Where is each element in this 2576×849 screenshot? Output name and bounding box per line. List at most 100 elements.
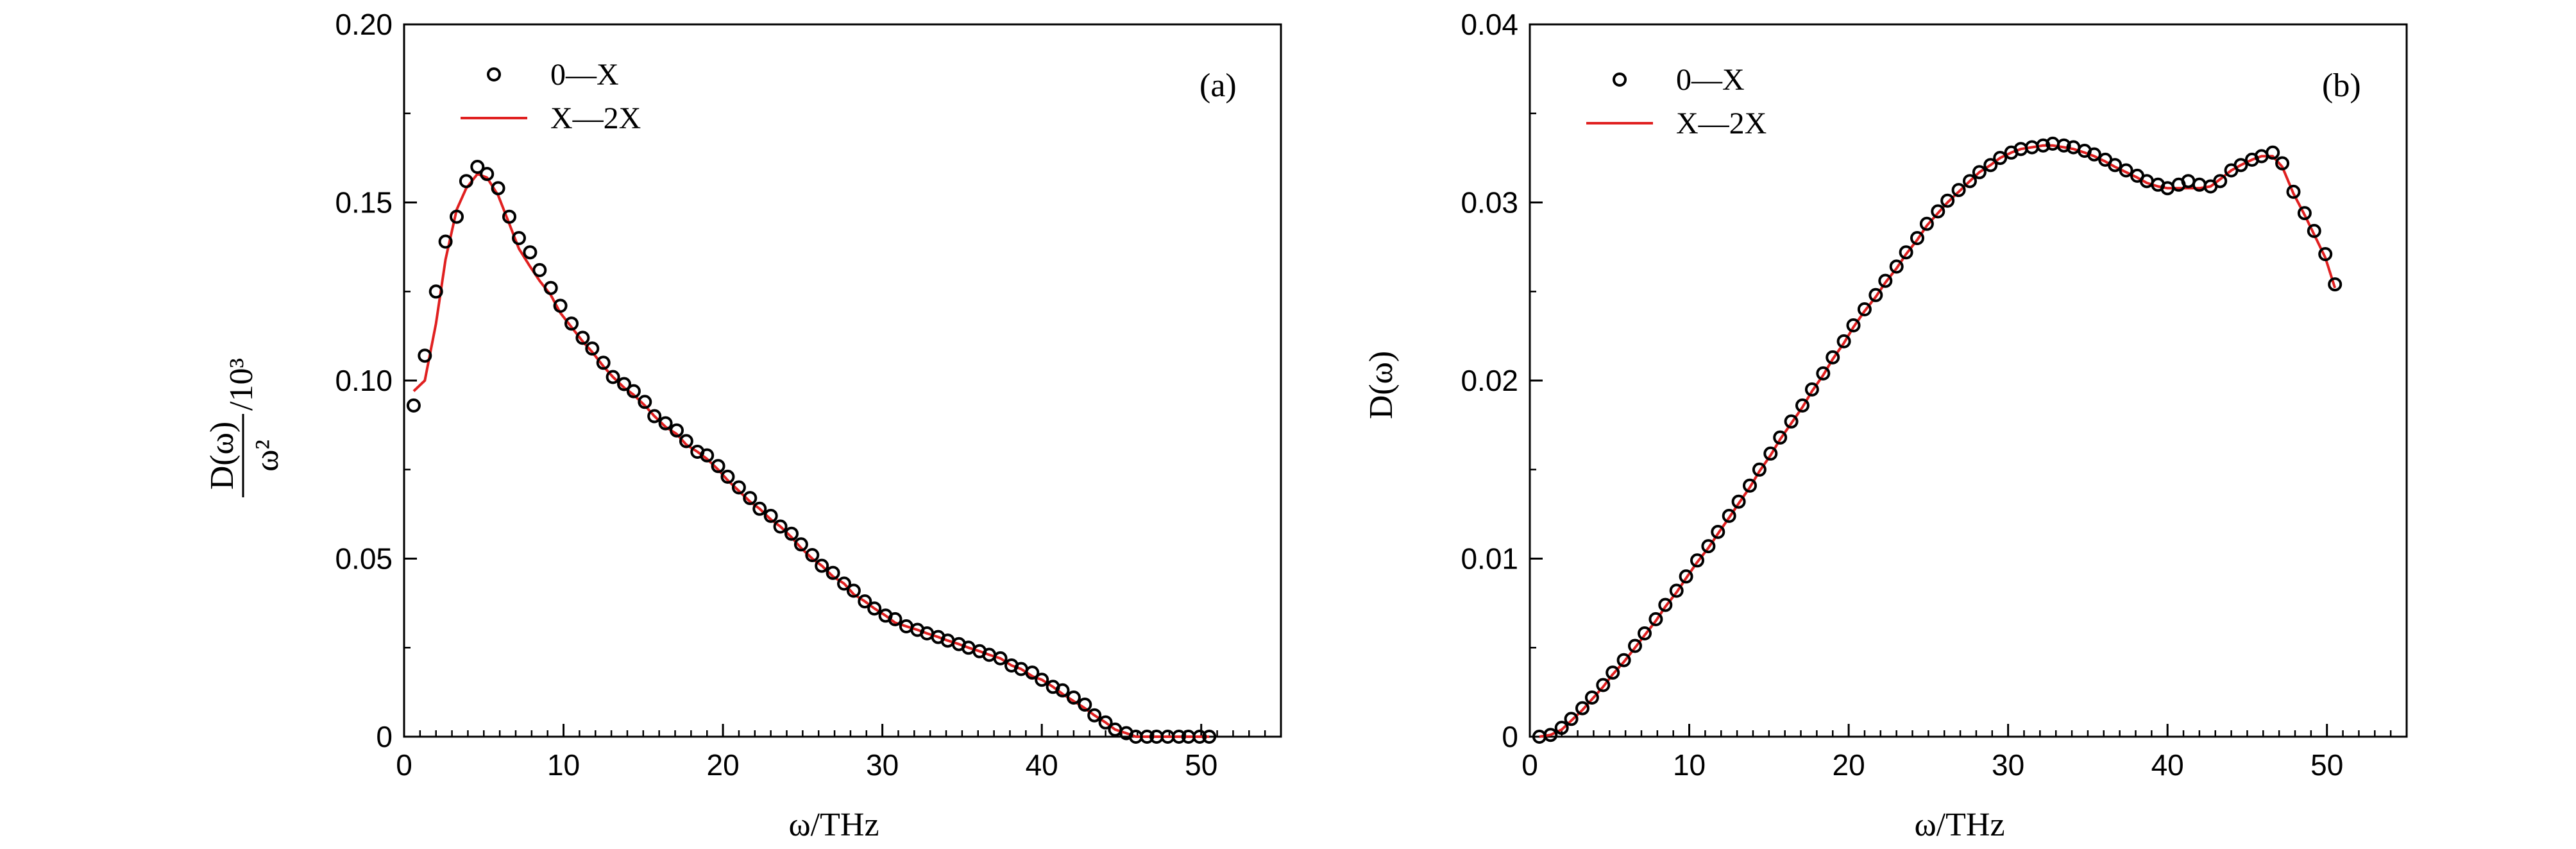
data-point-a (553, 298, 568, 313)
data-point-b (1743, 478, 1757, 493)
data-point-b (1951, 183, 1966, 198)
data-point-b (2307, 223, 2321, 238)
series-line-b (1539, 144, 2337, 738)
data-point-a (470, 160, 485, 174)
data-point-a (846, 583, 861, 598)
data-point-b (1836, 334, 1851, 348)
data-point-a (406, 398, 421, 413)
data-point-a (826, 565, 840, 580)
legend-b: 0—X X—2X (1586, 63, 1767, 141)
series-a (406, 160, 1217, 744)
y-tick-label-b: 0 (1502, 720, 1518, 753)
data-point-b (1564, 712, 1579, 726)
data-point-b (1711, 524, 1725, 539)
data-point-a (888, 612, 902, 626)
data-point-b (1584, 690, 1599, 705)
data-point-b (1554, 721, 1569, 735)
legend-marker-circle-b (1613, 73, 1627, 87)
data-point-b (1606, 665, 1620, 680)
data-point-a (523, 245, 538, 260)
x-tick-label-a: 30 (866, 748, 899, 782)
data-point-b (2318, 247, 2333, 261)
x-tick-label-a: 0 (396, 748, 412, 782)
data-point-a (626, 384, 641, 399)
legend-label-series1-b: 0—X (1676, 63, 1745, 97)
axis-ticks-a (403, 23, 1266, 738)
x-tick-label-a: 50 (1185, 748, 1217, 782)
data-point-b (1889, 259, 1904, 274)
data-point-b (1878, 273, 1893, 288)
data-point-b (2056, 138, 2071, 153)
data-point-b (2286, 184, 2301, 199)
y-axis-label-b: D(ω) (1363, 351, 1400, 419)
y-tick-label-a: 0.05 (335, 542, 393, 576)
data-point-a (837, 576, 851, 591)
data-point-a (543, 280, 558, 295)
data-point-a (679, 434, 693, 449)
data-point-b (1899, 245, 1913, 260)
y-tick-label-b: 0.03 (1461, 186, 1518, 219)
data-point-b (1963, 174, 1977, 189)
y-tick-label-a: 0.10 (335, 364, 393, 397)
data-point-b (2087, 147, 2101, 162)
data-point-b (2275, 156, 2290, 171)
data-point-a (658, 416, 673, 431)
y-tick-label-b: 0.01 (1461, 542, 1518, 576)
chart-panel-a: 0 10 20 30 40 50 0 0.05 0.10 0.15 0.20 (a) 0—X X—2… (204, 8, 1282, 843)
data-point-a (858, 594, 872, 609)
data-point-a (731, 480, 746, 495)
data-point-a (575, 330, 590, 345)
data-point-a (793, 537, 808, 552)
data-point-b (2266, 145, 2280, 160)
data-point-a (532, 262, 547, 277)
data-point-b (1658, 597, 1673, 612)
data-point-a (638, 395, 652, 409)
data-point-b (1648, 612, 1663, 626)
panel-label-a: (a) (1199, 67, 1237, 104)
data-point-a (784, 526, 799, 541)
tick-labels-a: 0 10 20 30 40 50 0 0.05 0.10 0.15 0.20 (335, 8, 1217, 782)
data-point-a (752, 501, 767, 516)
x-tick-label-b: 50 (2310, 748, 2343, 782)
data-point-b (1868, 287, 1883, 302)
data-point-a (491, 181, 505, 196)
data-point-b (1669, 583, 1684, 598)
x-tick-label-a: 10 (547, 748, 580, 782)
legend-a: 0—X X—2X (461, 58, 641, 135)
y-tick-label-b: 0.04 (1461, 8, 1518, 41)
data-point-a (763, 508, 778, 523)
x-tick-label-b: 30 (1992, 748, 2024, 782)
tick-labels-b: 0 10 20 30 40 50 0 0.01 0.02 0.03 0.04 (1461, 8, 2343, 782)
data-point-a (512, 231, 526, 245)
y-axis-label-a: D(ω) ω² /10³ (204, 358, 285, 497)
y-tick-label-b: 0.02 (1461, 364, 1518, 397)
data-point-b (1919, 216, 1934, 231)
data-point-a (647, 409, 662, 424)
data-point-b (1752, 462, 1767, 477)
data-point-b (1816, 366, 1831, 381)
data-point-a (596, 356, 611, 370)
data-point-a (1171, 730, 1186, 744)
x-tick-label-b: 10 (1673, 748, 1706, 782)
data-point-b (2108, 158, 2123, 173)
x-axis-label-b: ω/THz (1914, 807, 2004, 843)
data-point-b (1679, 569, 1693, 584)
data-point-b (1701, 539, 1716, 554)
x-axis-label-a: ω/THz (788, 807, 879, 843)
data-point-a (606, 370, 620, 384)
data-point-a (502, 209, 516, 224)
data-point-a (1192, 730, 1207, 744)
data-point-b (1543, 728, 1558, 742)
x-tick-label-b: 0 (1521, 748, 1538, 782)
data-point-a (564, 316, 579, 331)
data-point-a (617, 377, 631, 391)
plot-frame-a (403, 23, 1282, 738)
x-tick-label-a: 40 (1026, 748, 1058, 782)
y-tick-label-a: 0.20 (335, 8, 393, 41)
legend-label-series2-b: X—2X (1676, 107, 1767, 141)
data-point-a (1202, 730, 1217, 744)
y-axis-label-suffix-a: /10³ (223, 358, 260, 411)
data-point-b (1690, 553, 1704, 568)
data-point-a (1098, 715, 1113, 730)
